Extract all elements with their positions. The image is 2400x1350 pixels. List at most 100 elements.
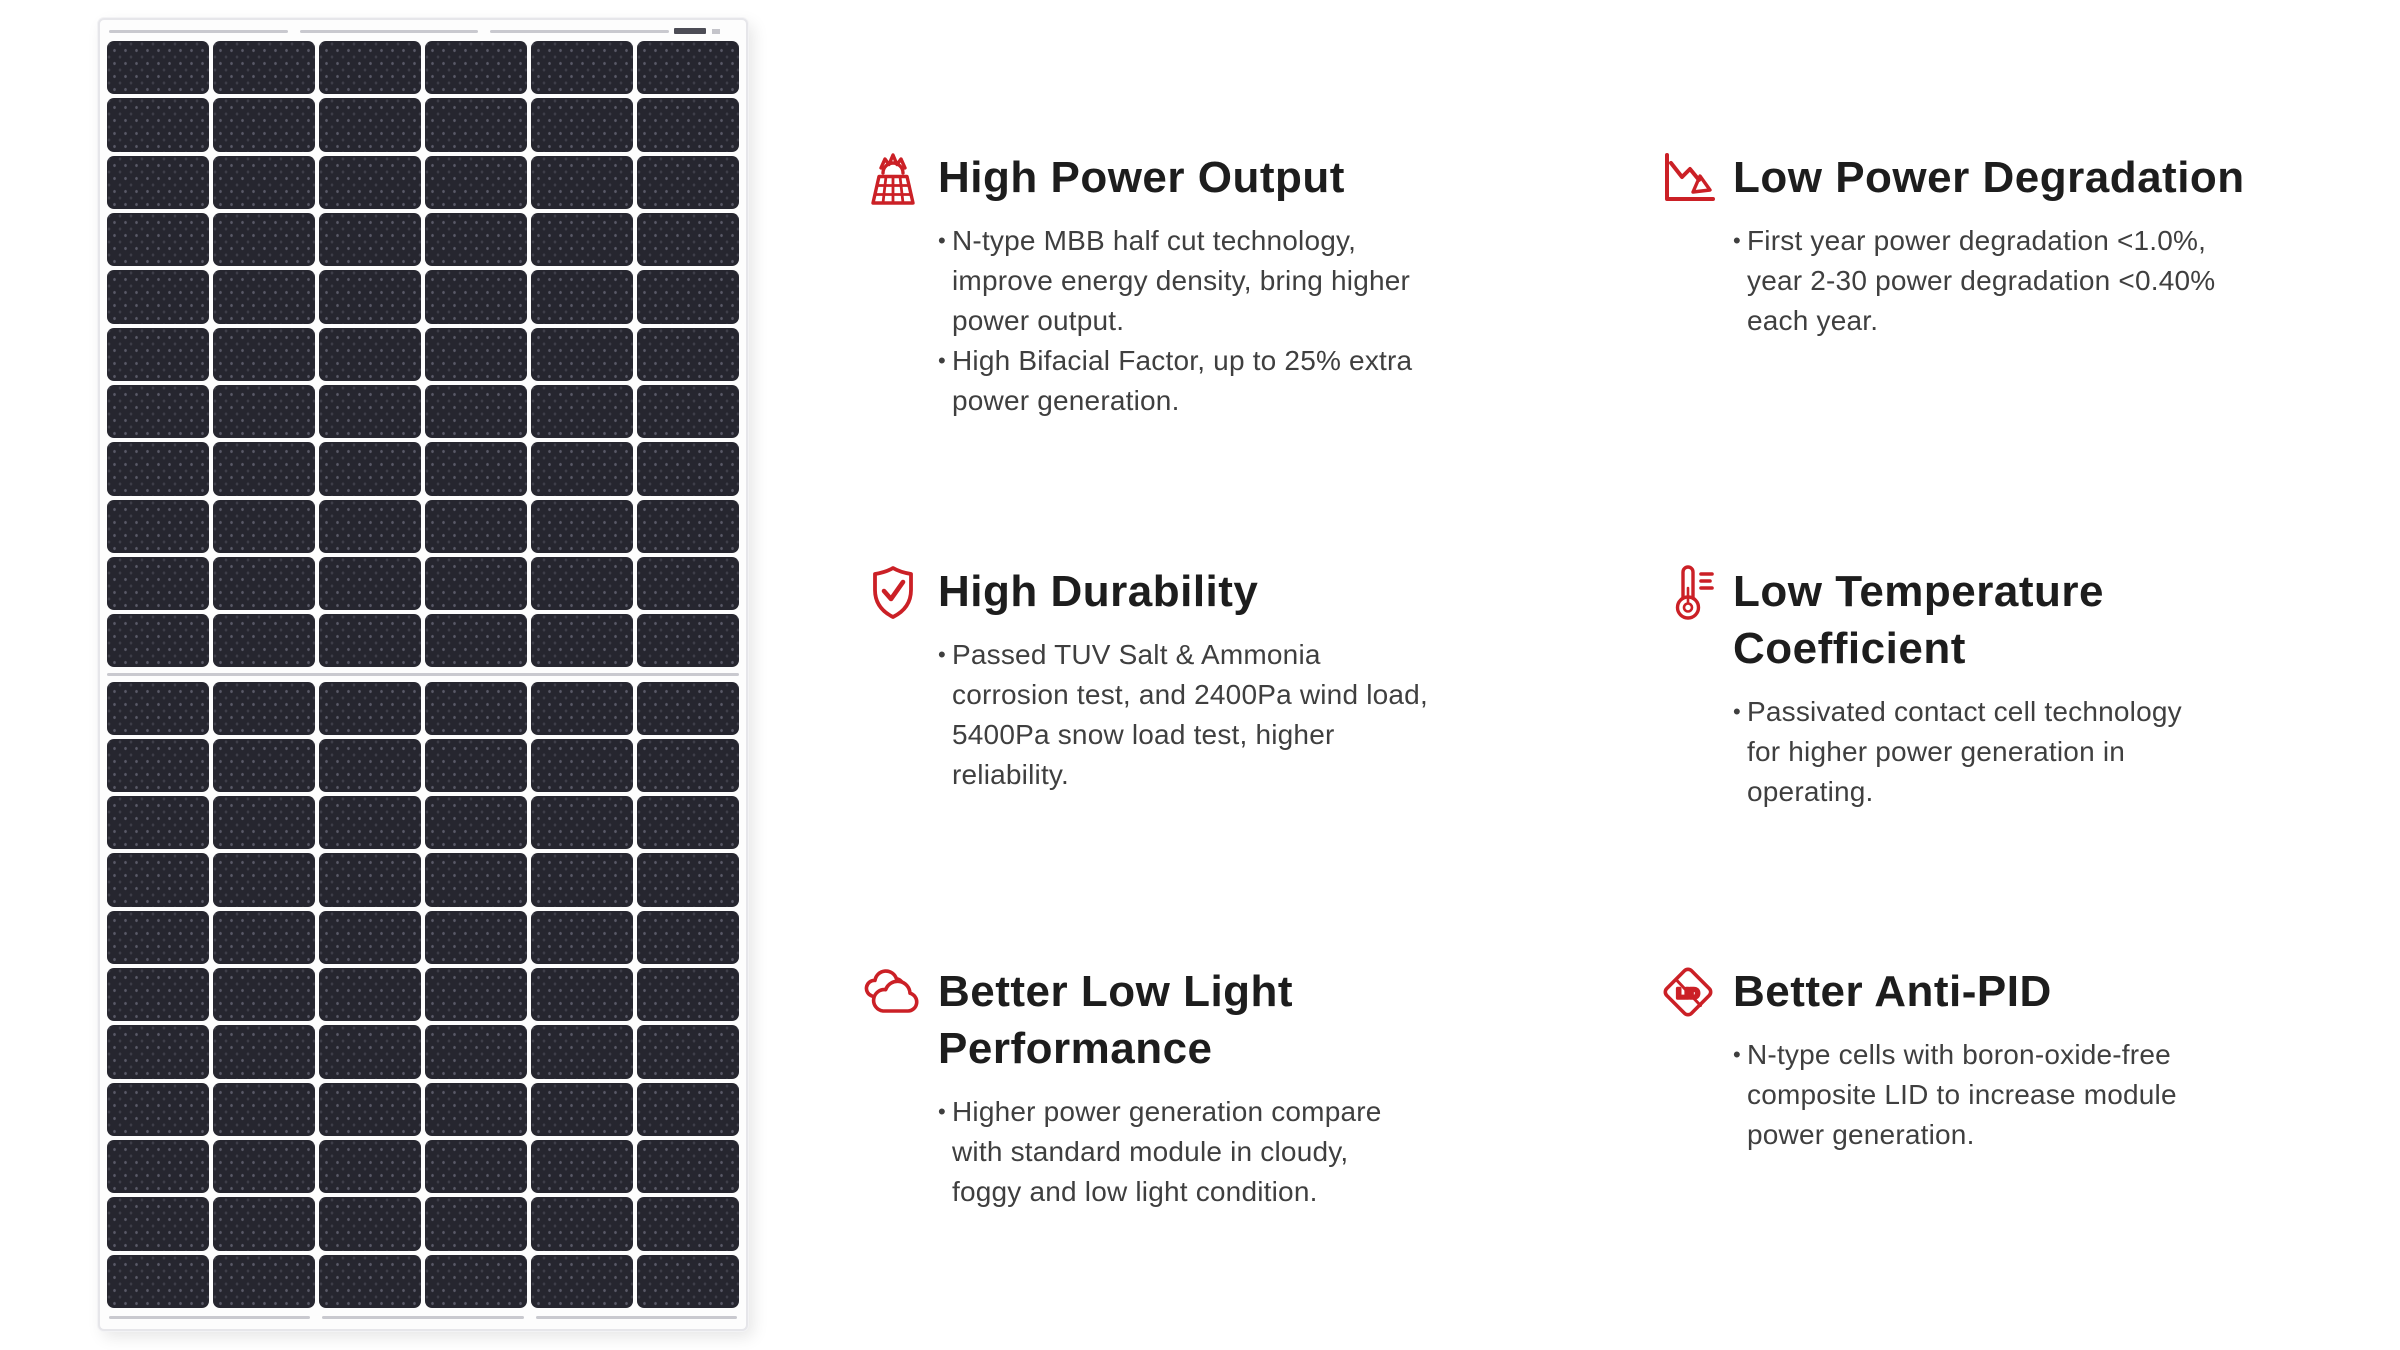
- solar-cell: [107, 499, 209, 553]
- solar-cell: [637, 155, 739, 209]
- panel-middle-divider: [107, 668, 739, 682]
- feature-high-power-output: High Power Output • N-type MBB half cut …: [862, 143, 1607, 421]
- feature-bullets: • N-type MBB half cut technology, improv…: [938, 221, 1607, 421]
- panel-lower-half: [107, 681, 739, 1309]
- solar-cell: [531, 1082, 633, 1137]
- solar-cell: [107, 1254, 209, 1308]
- solar-cell: [425, 556, 527, 611]
- solar-cell: [531, 212, 633, 267]
- solar-cell: [531, 614, 633, 668]
- solar-cell: [531, 270, 633, 324]
- solar-cell: [107, 1197, 209, 1251]
- solar-cell: [107, 681, 209, 735]
- solar-cell: [425, 738, 527, 793]
- solar-cell: [425, 614, 527, 668]
- solar-cell: [637, 738, 739, 793]
- solar-cell: [213, 614, 315, 668]
- solar-cell: [213, 98, 315, 152]
- solar-cell: [213, 270, 315, 324]
- solar-cell: [107, 614, 209, 668]
- solar-cell: [319, 1025, 421, 1079]
- feature-bullets: • N-type cells with boron-oxide-free com…: [1733, 1035, 2400, 1155]
- solar-cell: [319, 41, 421, 95]
- solar-cell: [531, 384, 633, 439]
- solar-cell: [531, 556, 633, 611]
- solar-cell: [213, 155, 315, 209]
- solar-cell: [213, 1025, 315, 1079]
- solar-cell: [425, 853, 527, 907]
- bullet-dot: •: [1733, 699, 1741, 724]
- solar-cell: [319, 442, 421, 496]
- solar-cell: [213, 327, 315, 381]
- feature-bullet: • Higher power generation compare with s…: [938, 1092, 1607, 1212]
- solar-cell: [107, 556, 209, 611]
- feature-bullets: • Passivated contact cell technology for…: [1733, 692, 2400, 812]
- solar-cell: [531, 1025, 633, 1079]
- anti-lid-diamond-icon: LID: [1657, 961, 1719, 1023]
- solar-cell: [319, 1140, 421, 1194]
- solar-cell: [319, 270, 421, 324]
- solar-cell: [425, 910, 527, 965]
- panel-upper-half: [107, 41, 739, 668]
- panel-brand-mark: [674, 28, 720, 34]
- solar-panel-image: [98, 18, 748, 1331]
- solar-cell: [213, 796, 315, 850]
- solar-cell: [425, 681, 527, 735]
- feature-bullets: • Passed TUV Salt & Ammonia corrosion te…: [938, 635, 1607, 795]
- solar-cell: [107, 442, 209, 496]
- panel-bottom-rail: [109, 1316, 737, 1319]
- solar-cell: [213, 212, 315, 267]
- solar-cell: [319, 968, 421, 1022]
- solar-cell: [107, 853, 209, 907]
- solar-cell: [425, 212, 527, 267]
- rail-segment: [490, 30, 670, 33]
- solar-cell: [319, 384, 421, 439]
- bullet-dot: •: [938, 348, 946, 373]
- solar-panel-sun-icon: [862, 147, 924, 209]
- solar-cell: [531, 681, 633, 735]
- solar-cell: [213, 1082, 315, 1137]
- solar-cell: [107, 212, 209, 267]
- solar-cell: [637, 796, 739, 850]
- feature-bullet: • Passed TUV Salt & Ammonia corrosion te…: [938, 635, 1607, 795]
- solar-cell: [637, 853, 739, 907]
- solar-cell: [425, 499, 527, 553]
- feature-bullet: • N-type cells with boron-oxide-free com…: [1733, 1035, 2400, 1155]
- solar-cell: [637, 1197, 739, 1251]
- solar-cell: [531, 499, 633, 553]
- solar-cell: [107, 968, 209, 1022]
- solar-cell: [319, 910, 421, 965]
- solar-cell: [319, 1082, 421, 1137]
- solar-cell: [213, 853, 315, 907]
- solar-cell: [425, 270, 527, 324]
- solar-cell: [425, 1197, 527, 1251]
- solar-cell: [425, 155, 527, 209]
- solar-cell: [425, 1025, 527, 1079]
- solar-cell: [637, 98, 739, 152]
- solar-cell: [425, 1082, 527, 1137]
- solar-cell: [531, 738, 633, 793]
- solar-cell: [213, 442, 315, 496]
- solar-cell: [213, 1254, 315, 1308]
- rail-segment: [299, 30, 479, 33]
- solar-cell: [213, 556, 315, 611]
- bullet-dot: •: [1733, 1042, 1741, 1067]
- feature-high-durability: High Durability • Passed TUV Salt & Ammo…: [862, 557, 1607, 795]
- solar-cell: [107, 738, 209, 793]
- solar-cell: [319, 327, 421, 381]
- solar-cell: [531, 155, 633, 209]
- solar-cell: [107, 98, 209, 152]
- solar-cell: [107, 796, 209, 850]
- solar-cell: [425, 796, 527, 850]
- solar-cell: [425, 41, 527, 95]
- solar-cell: [637, 212, 739, 267]
- rail-segment: [535, 1316, 737, 1319]
- solar-cell: [637, 499, 739, 553]
- solar-cell: [319, 1254, 421, 1308]
- solar-cell: [531, 98, 633, 152]
- solar-cell: [213, 1140, 315, 1194]
- feature-better-low-light-performance: Better Low Light Performance • Higher po…: [862, 957, 1607, 1212]
- solar-cell: [107, 41, 209, 95]
- solar-cell: [107, 1140, 209, 1194]
